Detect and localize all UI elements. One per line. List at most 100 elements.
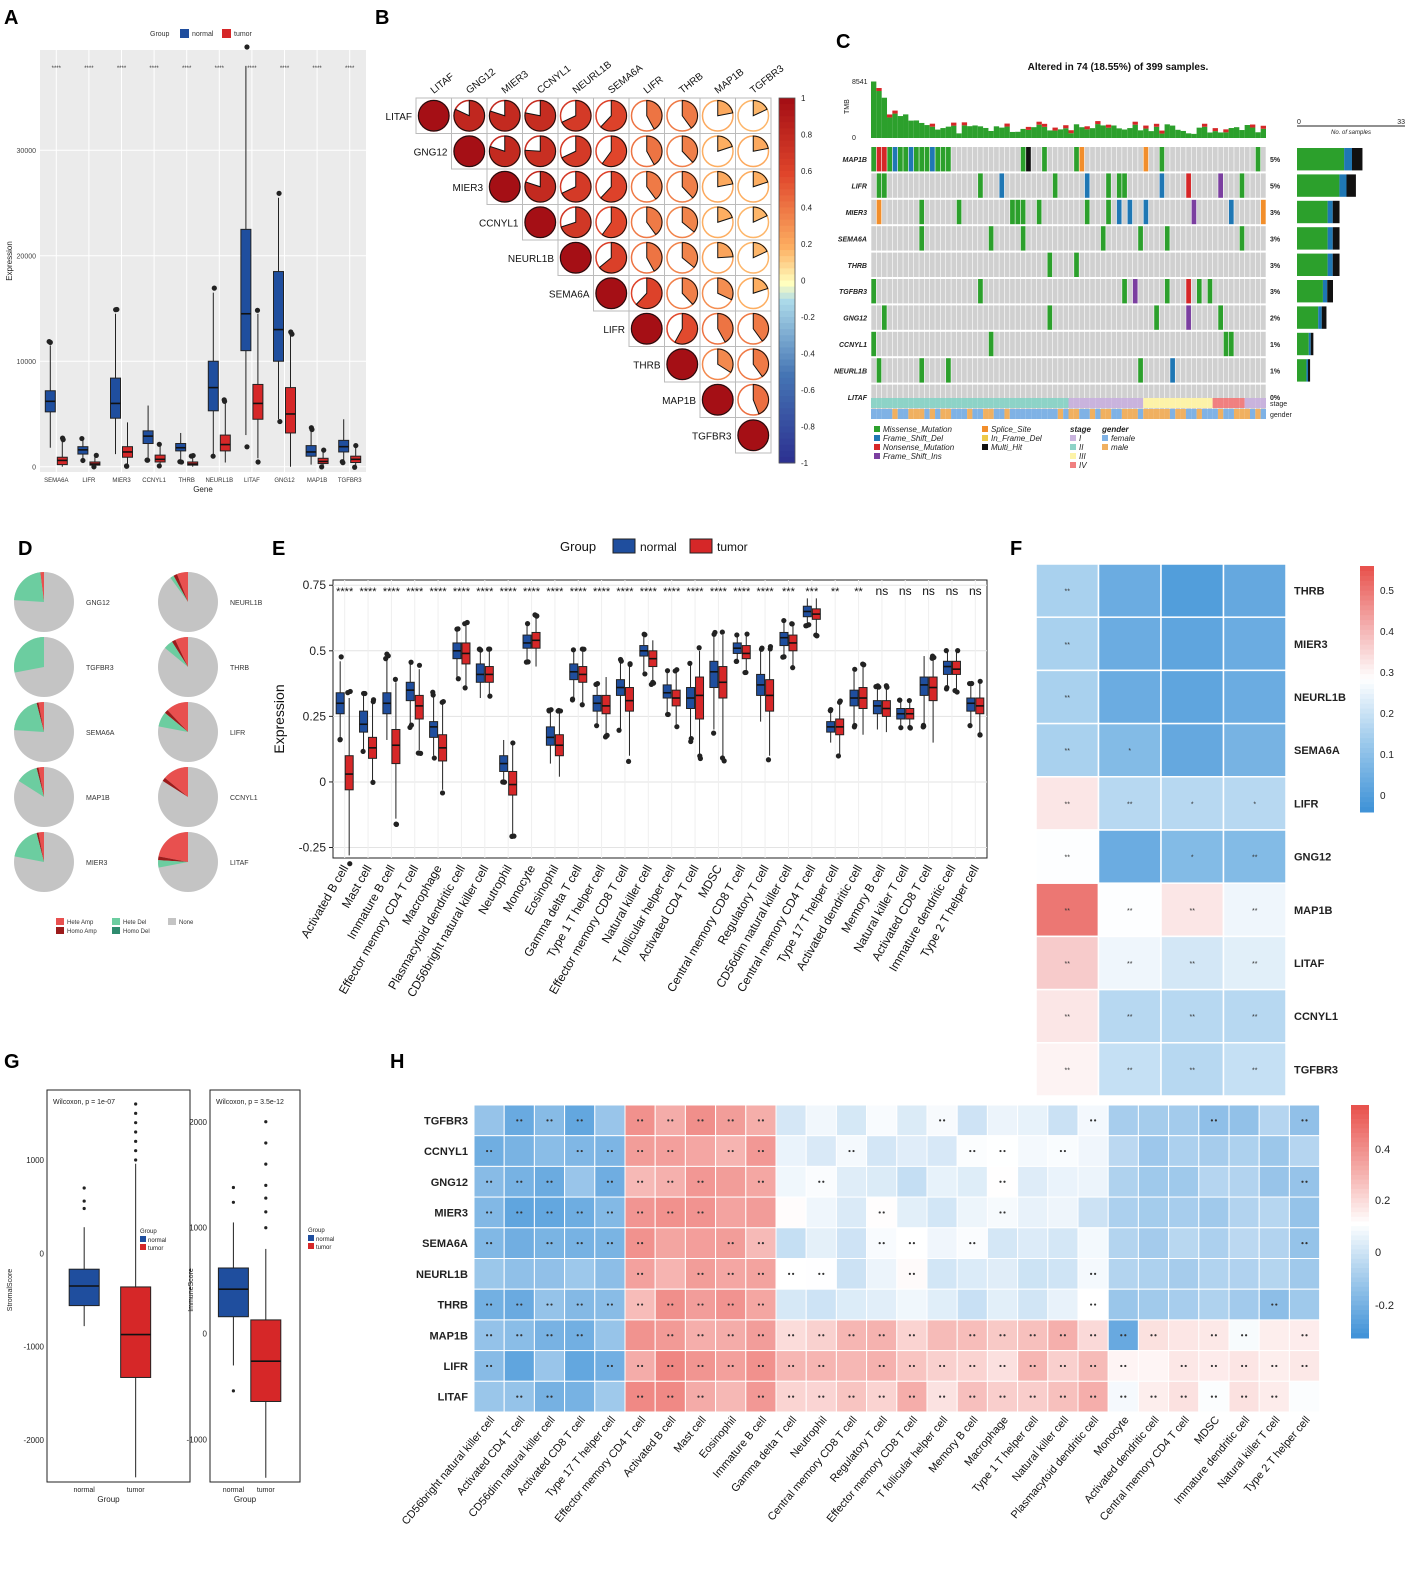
- gender-cell: [1084, 409, 1090, 419]
- row-label: THRB: [633, 360, 661, 371]
- significance-dot: [580, 1119, 583, 1122]
- colorbar-segment: [779, 383, 795, 391]
- gender-cell: [1015, 409, 1021, 419]
- significance-dot: [852, 1334, 855, 1337]
- gender-cell: [887, 409, 893, 419]
- colorbar-segment: [1351, 1156, 1369, 1162]
- heatmap-cell: [564, 1350, 596, 1382]
- oncoprint-cell: [1207, 279, 1213, 304]
- tumor-box-22-outlier: [861, 662, 867, 668]
- significance-dot: [757, 1303, 761, 1306]
- oncoprint-cell: [1010, 358, 1015, 383]
- pie-full: [488, 170, 521, 203]
- colorbar-segment: [1351, 1160, 1369, 1167]
- tmb-bar: [1207, 132, 1213, 138]
- gender-cell: [977, 409, 984, 419]
- significance-dot: [576, 1211, 579, 1214]
- oncoprint-cell: [1191, 226, 1197, 251]
- tmb-bar-top: [961, 122, 968, 126]
- oncoprint-cell: [1042, 173, 1047, 198]
- heatmap-cell: [624, 1104, 656, 1137]
- tmb-bar: [1020, 128, 1026, 138]
- tumor-box-26-box: [951, 660, 961, 675]
- gender-cell: [1132, 409, 1138, 419]
- count-bar: [1297, 332, 1309, 356]
- tmb-bar: [1127, 128, 1133, 138]
- oncoprint-cell: [1191, 384, 1197, 409]
- oncoprint-cell: [1047, 384, 1053, 409]
- significance-dot: [641, 1303, 644, 1306]
- heatmap-cell: [1035, 935, 1100, 991]
- oncoprint-cell: [930, 279, 935, 304]
- legend-swatch: [56, 927, 64, 934]
- significance-dot: [973, 1364, 976, 1368]
- oncoprint-cell: [1111, 305, 1117, 330]
- gene-label: THRB: [848, 263, 867, 270]
- oncoprint-cell: [1228, 252, 1234, 277]
- significance-dot: [667, 1303, 670, 1306]
- normal-box-17-outlier: [734, 658, 740, 664]
- stage-cell: [1084, 398, 1090, 408]
- legend-swatch-tumor: [689, 538, 713, 554]
- stage-cell: [1143, 398, 1149, 408]
- significance-dot: [969, 1364, 972, 1368]
- oncoprint-cell: [1068, 305, 1074, 330]
- row-label: LITAF: [386, 112, 412, 123]
- oncoprint-cell: [1228, 226, 1234, 251]
- tumor-box-5-outlier: [221, 397, 227, 403]
- pie-slice: [681, 99, 698, 129]
- outlier: [82, 1199, 86, 1203]
- colorbar-segment: [779, 341, 795, 348]
- oncoprint-cell: [962, 173, 967, 198]
- tmb-bar: [892, 113, 898, 138]
- colorbar-segment: [779, 104, 795, 111]
- pie-full: [559, 241, 592, 274]
- significance-label: ns: [899, 584, 912, 598]
- tumor-box-6-outlier: [487, 693, 493, 699]
- stage-cell: [1153, 398, 1160, 408]
- pie-slice: [158, 832, 188, 862]
- normal-box-19-box: [779, 631, 789, 647]
- oncoprint-cell: [1074, 279, 1079, 304]
- stage-cell: [993, 398, 1000, 408]
- heatmap-cell: [805, 1227, 837, 1260]
- tumor-box-26-outlier: [955, 648, 961, 654]
- tmb-bar: [1244, 125, 1250, 138]
- significance-dot: [822, 1334, 825, 1337]
- oncoprint-cell: [897, 331, 903, 357]
- heatmap-cell: [1107, 1288, 1139, 1321]
- pie-slice: [717, 206, 733, 223]
- gender-cell: [871, 409, 877, 419]
- heatmap-cell: [624, 1380, 656, 1413]
- y-tick-label: 0.25: [303, 709, 327, 723]
- panel-e-immune-boxplot: -0.2500.250.50.75Expression****Activated…: [271, 538, 988, 999]
- annotation-label: gender: [1270, 412, 1292, 419]
- significance-label: ns: [876, 584, 889, 598]
- pie-slice: [489, 135, 521, 168]
- stage-cell: [1100, 398, 1106, 408]
- oncoprint-cell: [1218, 226, 1223, 251]
- column-label: TGFBR3: [748, 63, 786, 96]
- significance-dot: [1120, 1334, 1123, 1337]
- significance-dot: [641, 1149, 644, 1153]
- oncoprint-cell: [1052, 305, 1058, 330]
- heatmap-cell: [745, 1165, 777, 1198]
- pie-slice: [38, 832, 44, 862]
- heatmap-cell: [473, 1135, 505, 1167]
- tumor-box-17-outlier: [742, 669, 748, 676]
- normal-box-1-outlier: [360, 748, 366, 755]
- legend-swatch: [982, 435, 988, 441]
- colorbar-segment: [779, 450, 795, 458]
- oncoprint-cell: [1015, 279, 1021, 304]
- oncoprint-cell: [1239, 358, 1245, 383]
- oncoprint-cell: [1164, 305, 1170, 330]
- significance-dot: [1003, 1334, 1006, 1337]
- x-tick-label: SEMA6A: [44, 478, 68, 484]
- legend-swatch: [874, 444, 880, 450]
- oncoprint-cell: [1164, 252, 1170, 277]
- significance-label: ****: [640, 586, 658, 598]
- row-label: LIFR: [603, 325, 625, 336]
- oncoprint-cell: [1244, 147, 1250, 172]
- heatmap-cell: [1160, 563, 1225, 618]
- significance-dot: [761, 1119, 765, 1122]
